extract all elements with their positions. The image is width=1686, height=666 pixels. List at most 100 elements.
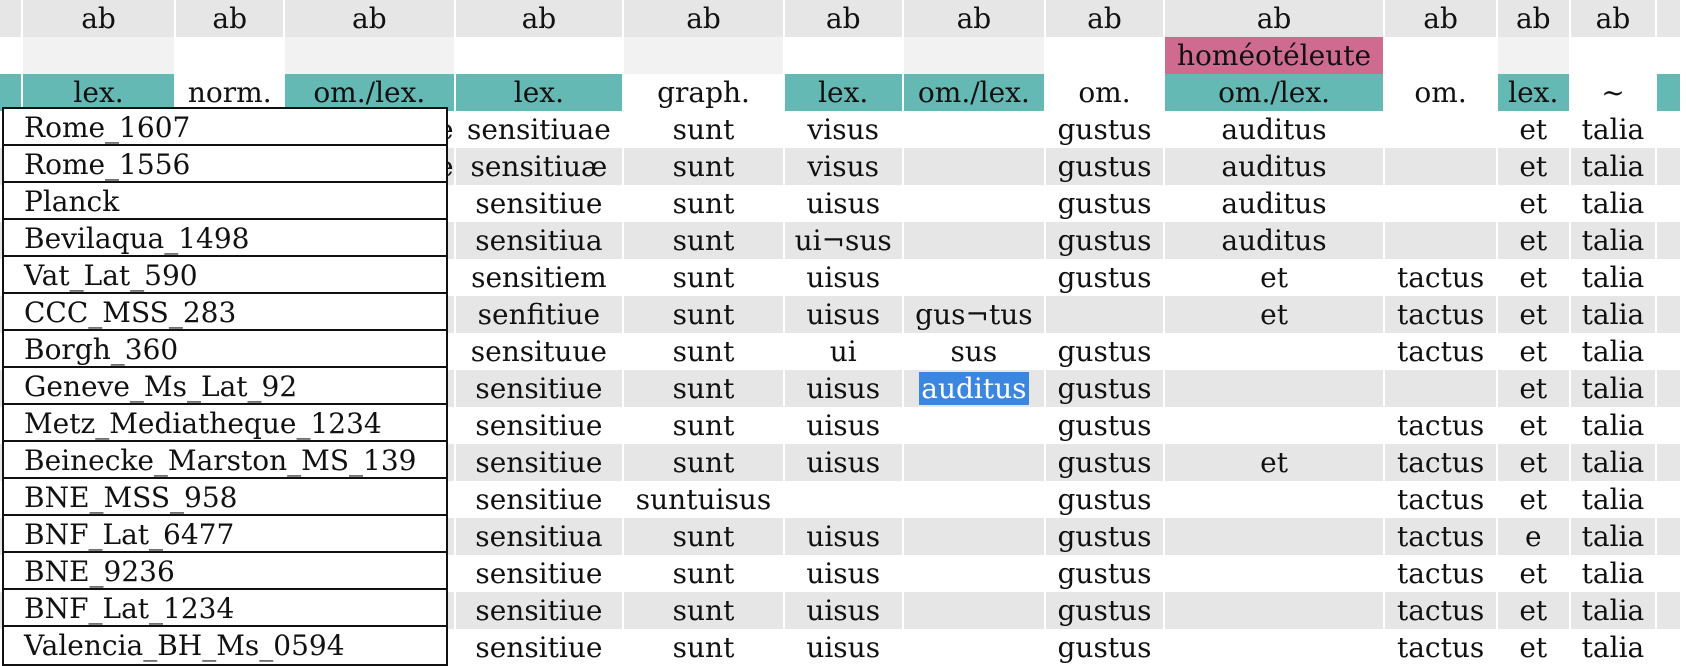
reading-cell[interactable]: [1657, 592, 1680, 629]
reading-cell[interactable]: sunt: [672, 335, 735, 368]
reading-cell[interactable]: [903, 444, 1045, 481]
variant-type-cell[interactable]: om.: [1414, 76, 1467, 109]
reading-cell[interactable]: talia: [1570, 444, 1656, 481]
reading-cell[interactable]: uisus: [784, 296, 902, 333]
reading-cell[interactable]: [1046, 296, 1163, 333]
reading-cell[interactable]: [1657, 444, 1680, 481]
reading-cell[interactable]: gustus: [1057, 261, 1152, 294]
variant-type-cell[interactable]: [0, 74, 21, 111]
reading-cell[interactable]: auditus: [1221, 113, 1327, 146]
witness-item[interactable]: Planck: [4, 183, 446, 220]
reading-cell[interactable]: talia: [1581, 335, 1645, 368]
witness-item[interactable]: Geneve_Ms_Lat_92: [4, 368, 446, 405]
annotation-cell[interactable]: [1385, 37, 1496, 74]
reading-cell[interactable]: talia: [1581, 187, 1645, 220]
reading-cell[interactable]: et: [1260, 261, 1288, 294]
reading-cell[interactable]: sensitiem: [471, 261, 607, 294]
reading-cell[interactable]: [903, 222, 1045, 259]
reading-cell[interactable]: sensitiue: [455, 444, 623, 481]
reading-cell[interactable]: ui: [829, 335, 857, 368]
reading-cell[interactable]: tactus: [1396, 483, 1485, 516]
reading-cell[interactable]: [1164, 518, 1384, 555]
reading-cell[interactable]: [1657, 296, 1680, 333]
witness-item[interactable]: Rome_1607: [4, 109, 446, 146]
reading-cell[interactable]: [1165, 407, 1384, 444]
reading-cell[interactable]: gustus: [1046, 222, 1163, 259]
reading-cell[interactable]: talia: [1570, 148, 1656, 185]
annotation-cell[interactable]: [285, 37, 454, 74]
witness-item[interactable]: Vat_Lat_590: [4, 257, 446, 294]
reading-cell[interactable]: [1657, 222, 1680, 259]
reading-cell[interactable]: tactus: [1396, 631, 1485, 664]
reading-cell[interactable]: et: [1164, 296, 1384, 333]
reading-cell[interactable]: sunt: [672, 557, 735, 590]
reading-cell[interactable]: tactus: [1396, 335, 1485, 368]
reading-cell[interactable]: [1657, 185, 1680, 222]
reading-cell[interactable]: tactus: [1385, 444, 1496, 481]
reading-cell[interactable]: gustus: [1046, 444, 1163, 481]
reading-cell[interactable]: talia: [1581, 483, 1645, 516]
annotation-cell[interactable]: [1657, 37, 1680, 74]
reading-cell[interactable]: gustus: [1057, 483, 1152, 516]
reading-cell[interactable]: sensitiuæ: [455, 148, 623, 185]
ab-header-cell[interactable]: [1657, 0, 1680, 37]
reading-cell[interactable]: [904, 111, 1045, 148]
variant-type-cell[interactable]: om./lex.: [903, 74, 1045, 111]
reading-cell[interactable]: [904, 555, 1045, 592]
reading-cell[interactable]: [1385, 185, 1496, 222]
variant-type-cell[interactable]: ~: [1601, 76, 1625, 109]
reading-cell[interactable]: sunt: [672, 261, 735, 294]
reading-cell[interactable]: sensitiue: [455, 592, 623, 629]
witness-item[interactable]: BNE_MSS_958: [4, 479, 446, 516]
reading-cell[interactable]: gustus: [1057, 557, 1152, 590]
reading-cell[interactable]: sensitiue: [475, 483, 603, 516]
reading-cell[interactable]: [1657, 407, 1680, 444]
reading-cell[interactable]: sunt: [624, 370, 783, 407]
reading-cell[interactable]: [1164, 370, 1384, 407]
ab-header-cell[interactable]: [0, 0, 21, 37]
reading-cell[interactable]: gus¬tus: [903, 296, 1045, 333]
reading-cell[interactable]: et: [1519, 335, 1548, 368]
reading-cell[interactable]: uisus: [784, 518, 902, 555]
annotation-cell[interactable]: [1571, 37, 1656, 74]
reading-cell[interactable]: sunt: [672, 409, 735, 442]
ab-header-cell[interactable]: ab: [1570, 0, 1656, 37]
reading-cell[interactable]: auditus: [1164, 222, 1384, 259]
annotation-cell[interactable]: [1497, 37, 1569, 74]
witness-item[interactable]: Borgh_360: [4, 331, 446, 368]
reading-cell[interactable]: uisus: [806, 557, 881, 590]
reading-cell[interactable]: uisus: [806, 187, 881, 220]
reading-cell[interactable]: [1657, 370, 1680, 407]
reading-cell[interactable]: [1657, 259, 1680, 296]
reading-cell[interactable]: talia: [1570, 518, 1656, 555]
reading-cell[interactable]: talia: [1570, 592, 1656, 629]
reading-cell[interactable]: [1657, 333, 1680, 370]
reading-cell[interactable]: sunt: [624, 296, 783, 333]
reading-cell[interactable]: [1657, 629, 1680, 666]
reading-cell[interactable]: [1385, 370, 1496, 407]
reading-cell[interactable]: visus: [784, 148, 902, 185]
reading-cell[interactable]: et: [1519, 483, 1548, 516]
reading-cell[interactable]: talia: [1581, 557, 1645, 590]
ab-header-cell[interactable]: ab: [1046, 0, 1163, 37]
reading-cell[interactable]: sensituue: [470, 335, 607, 368]
reading-cell[interactable]: sunt: [624, 444, 783, 481]
reading-cell[interactable]: tactus: [1396, 409, 1485, 442]
reading-cell[interactable]: [903, 592, 1045, 629]
reading-cell[interactable]: [1165, 555, 1384, 592]
reading-cell[interactable]: visus: [807, 113, 879, 146]
reading-cell[interactable]: talia: [1570, 222, 1656, 259]
selected-reading[interactable]: auditus: [919, 372, 1029, 405]
annotation-cell[interactable]: [624, 37, 783, 74]
reading-cell[interactable]: talia: [1570, 370, 1656, 407]
reading-cell[interactable]: [1385, 148, 1496, 185]
reading-cell[interactable]: gustus: [1046, 370, 1163, 407]
annotation-cell[interactable]: [785, 37, 902, 74]
reading-cell[interactable]: [1657, 518, 1680, 555]
witness-item[interactable]: BNF_Lat_6477: [4, 516, 446, 553]
reading-cell[interactable]: gustus: [1057, 187, 1152, 220]
reading-cell[interactable]: uisus: [784, 592, 902, 629]
reading-cell[interactable]: sensitiuae: [466, 113, 611, 146]
reading-cell[interactable]: gustus: [1046, 518, 1163, 555]
reading-cell[interactable]: talia: [1570, 296, 1656, 333]
